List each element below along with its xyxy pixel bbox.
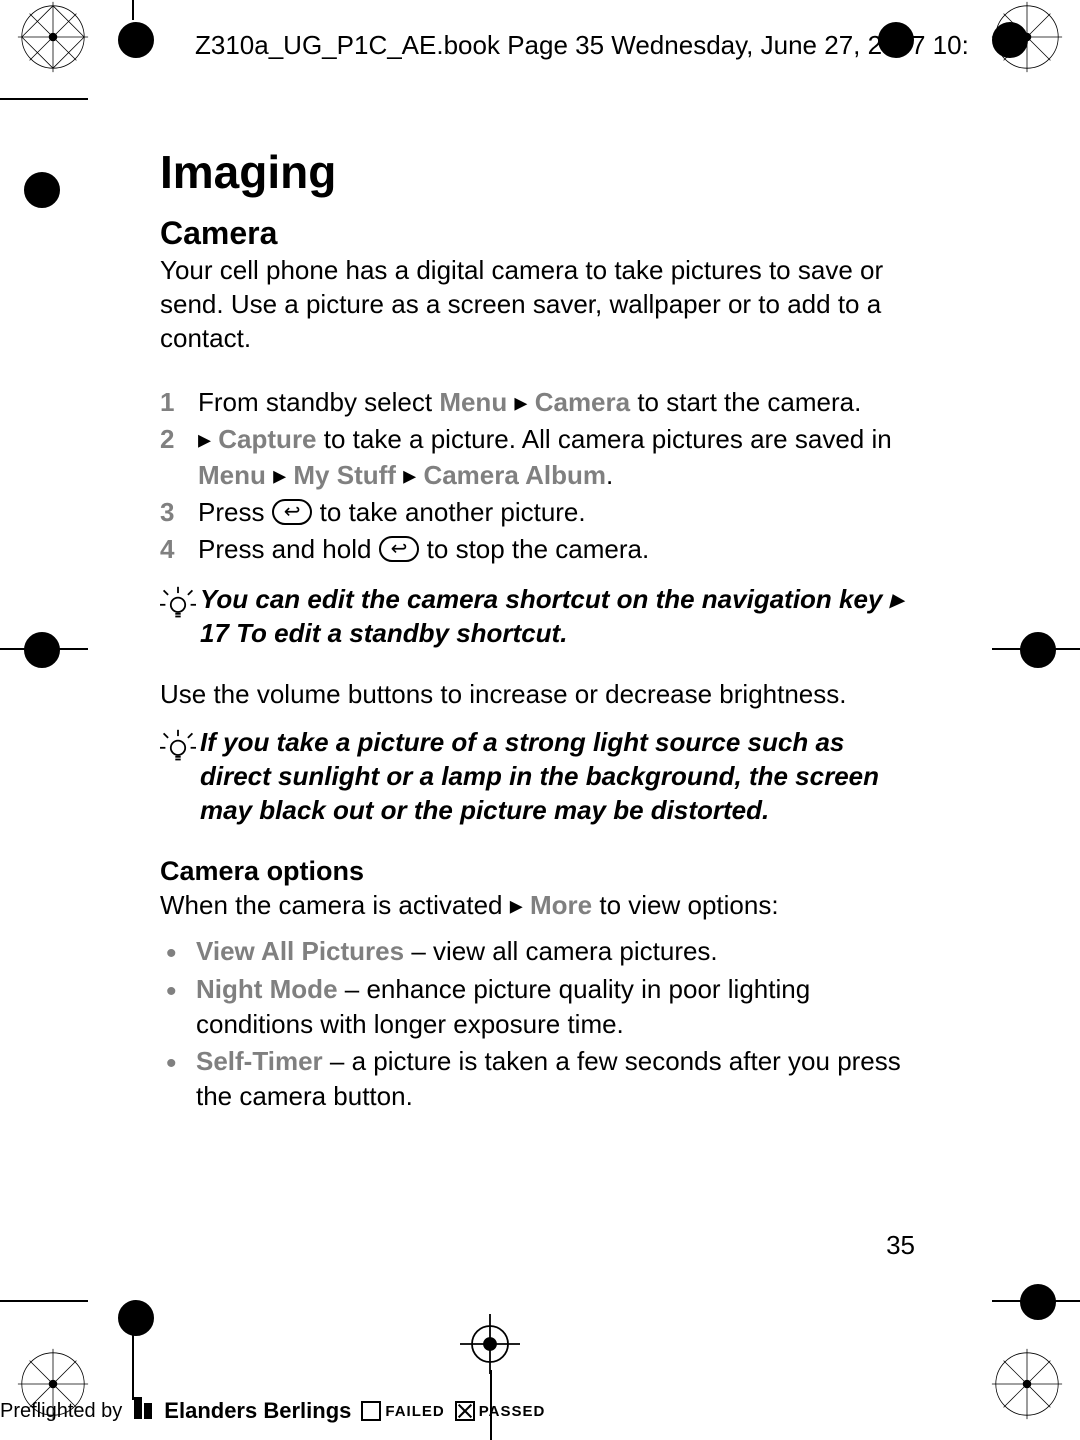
page-content: Imaging Camera Your cell phone has a dig…	[160, 145, 920, 1116]
step-number: 4	[160, 532, 174, 567]
preflight-footer: Preflighted by Elanders Berlings FAILED …	[0, 1395, 545, 1427]
options-heading: Camera options	[160, 856, 920, 887]
menu-label: More	[530, 890, 592, 920]
tip-text: You can edit the camera shortcut on the …	[200, 583, 920, 651]
intro-text: Your cell phone has a digital camera to …	[160, 254, 920, 355]
header-file-path: Z310a_UG_P1C_AE.book Page 35 Wednesday, …	[195, 30, 969, 61]
brand-name: Elanders Berlings	[164, 1398, 351, 1424]
step-text: Press	[198, 497, 272, 527]
back-key-icon: ↩	[272, 499, 313, 525]
registration-mark	[14, 0, 92, 76]
step-4: 4 Press and hold ↩ to stop the camera.	[160, 532, 920, 567]
step-2: 2 ▸ Capture to take a picture. All camer…	[160, 422, 920, 492]
registration-mark	[988, 1345, 1066, 1423]
step-text: Press and hold	[198, 534, 379, 564]
step-number: 1	[160, 385, 174, 420]
option-text: – view all camera pictures.	[404, 936, 718, 966]
registration-mark	[460, 1314, 520, 1374]
failed-tag: FAILED	[361, 1401, 444, 1421]
arrow-sep: ▸	[266, 460, 294, 490]
options-intro-text: When the camera is activated ▸	[160, 890, 530, 920]
option-item: Night Mode – enhance picture quality in …	[160, 972, 920, 1042]
options-intro: When the camera is activated ▸ More to v…	[160, 889, 920, 923]
step-text: From standby select	[198, 387, 439, 417]
tip-text: If you take a picture of a strong light …	[200, 726, 920, 827]
menu-label: Menu	[198, 460, 266, 490]
options-intro-text: to view options:	[592, 890, 778, 920]
crop-line	[0, 1300, 88, 1302]
option-item: View All Pictures – view all camera pict…	[160, 934, 920, 969]
body-text: Use the volume buttons to increase or de…	[160, 678, 920, 712]
crop-dot	[1020, 1284, 1056, 1320]
section-heading: Camera	[160, 215, 920, 252]
crop-dot	[992, 22, 1028, 58]
crop-dot	[118, 1300, 154, 1336]
step-text: to stop the camera.	[419, 534, 649, 564]
crop-dot	[24, 632, 60, 668]
step-text: .	[606, 460, 613, 490]
step-text: to start the camera.	[630, 387, 861, 417]
menu-label: My Stuff	[293, 460, 396, 490]
arrow-sep: ▸	[396, 460, 424, 490]
option-label: View All Pictures	[196, 936, 404, 966]
step-1: 1 From standby select Menu ▸ Camera to s…	[160, 385, 920, 420]
arrow-sep: ▸	[198, 424, 218, 454]
menu-label: Camera Album	[423, 460, 606, 490]
crop-dot	[118, 22, 154, 58]
menu-label: Menu	[439, 387, 507, 417]
back-key-icon: ↩	[379, 536, 420, 562]
lightbulb-icon	[160, 726, 200, 769]
step-number: 2	[160, 422, 174, 457]
page-number: 35	[886, 1230, 915, 1261]
arrow-sep: ▸	[507, 387, 535, 417]
tip-block: If you take a picture of a strong light …	[160, 726, 920, 827]
step-text: to take another picture.	[312, 497, 585, 527]
step-3: 3 Press ↩ to take another picture.	[160, 495, 920, 530]
passed-label: PASSED	[479, 1403, 546, 1420]
preflight-label: Preflighted by	[0, 1400, 122, 1423]
option-label: Night Mode	[196, 974, 338, 1004]
step-text: to take a picture. All camera pictures a…	[317, 424, 892, 454]
options-list: View All Pictures – view all camera pict…	[160, 934, 920, 1113]
page-title: Imaging	[160, 145, 920, 199]
tip-block: You can edit the camera shortcut on the …	[160, 583, 920, 651]
crop-dot	[24, 172, 60, 208]
brand-logo-icon	[132, 1395, 154, 1427]
menu-label: Capture	[218, 424, 316, 454]
numbered-steps: 1 From standby select Menu ▸ Camera to s…	[160, 385, 920, 566]
lightbulb-icon	[160, 583, 200, 626]
crop-line	[0, 98, 88, 100]
crop-dot	[1020, 632, 1056, 668]
menu-label: Camera	[535, 387, 630, 417]
option-label: Self-Timer	[196, 1046, 323, 1076]
crop-line	[132, 0, 134, 20]
step-number: 3	[160, 495, 174, 530]
option-item: Self-Timer – a picture is taken a few se…	[160, 1044, 920, 1114]
failed-label: FAILED	[385, 1403, 444, 1420]
crop-line	[132, 1330, 134, 1400]
passed-tag: PASSED	[455, 1401, 546, 1421]
